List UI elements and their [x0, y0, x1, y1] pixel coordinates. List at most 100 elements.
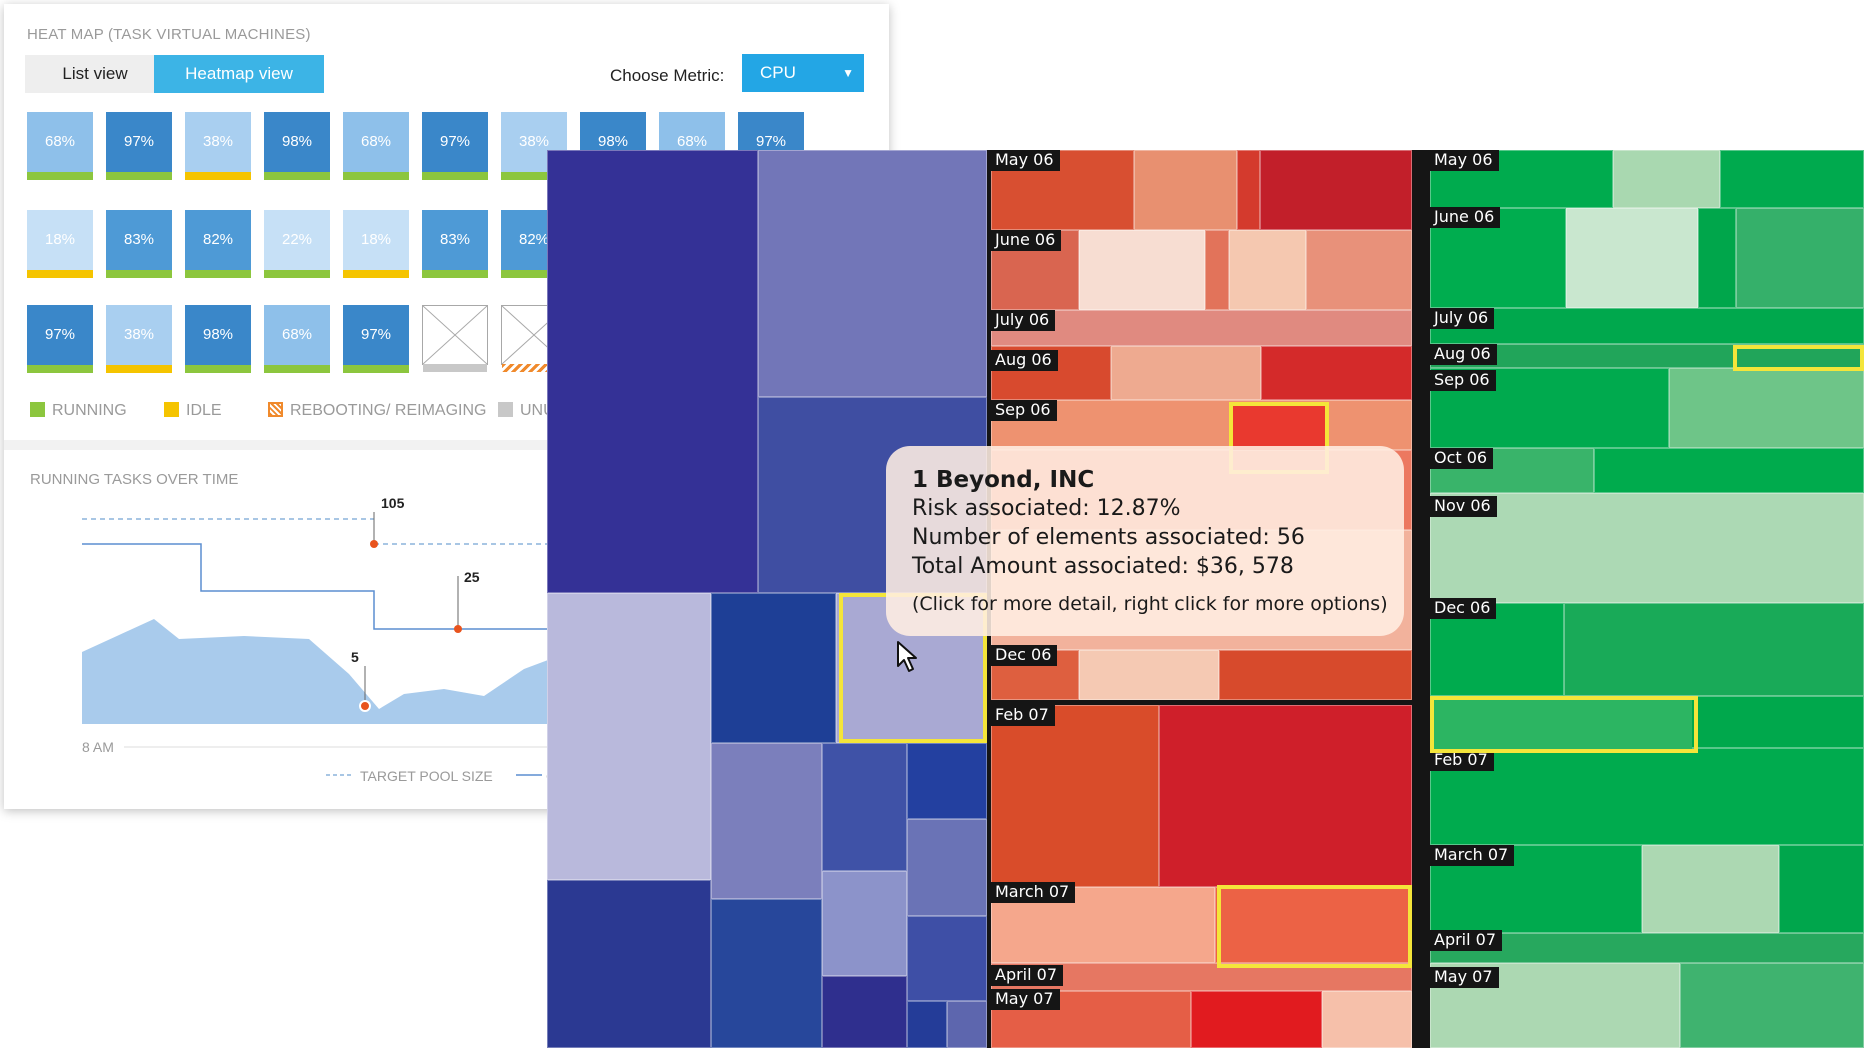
legend-rebooting: REBOOTING/ REIMAGING: [268, 402, 486, 420]
treemap-cell[interactable]: [1430, 493, 1864, 603]
treemap-cell[interactable]: [547, 880, 711, 1048]
vm-status-bar: [106, 172, 172, 180]
treemap-cell[interactable]: [1613, 150, 1720, 208]
treemap-cell[interactable]: [822, 743, 907, 871]
treemap-cell[interactable]: [1205, 230, 1229, 310]
treemap-cell[interactable]: [822, 976, 907, 1048]
vm-tile-value: 97%: [755, 133, 787, 150]
vm-tile[interactable]: 18%: [343, 210, 409, 278]
vm-tile[interactable]: 82%: [185, 210, 251, 278]
treemap-cell[interactable]: [1430, 448, 1594, 493]
vm-tile-value: 83%: [439, 231, 471, 248]
legend-unusable-label: UNU: [520, 402, 555, 419]
treemap-cell[interactable]: [1191, 991, 1322, 1048]
treemap-cell[interactable]: [1237, 150, 1260, 230]
treemap-cell[interactable]: [1079, 650, 1219, 700]
treemap-cell[interactable]: [1736, 208, 1864, 308]
treemap-cell[interactable]: [547, 593, 711, 880]
vm-tile[interactable]: 18%: [27, 210, 93, 278]
vm-tile[interactable]: 97%: [343, 305, 409, 373]
treemap-cell[interactable]: [1229, 230, 1306, 310]
vm-tile[interactable]: 22%: [264, 210, 330, 278]
vm-tile[interactable]: 98%: [185, 305, 251, 373]
treemap-cell[interactable]: [711, 593, 836, 743]
tooltip-hint: (Click for more detail, right click for …: [912, 593, 1388, 615]
metric-select[interactable]: CPU ▼: [742, 54, 864, 92]
treemap-cell[interactable]: [907, 743, 987, 819]
vm-tile[interactable]: 68%: [27, 112, 93, 180]
treemap-cell[interactable]: [1430, 748, 1864, 845]
list-view-button[interactable]: List view: [25, 55, 165, 93]
treemap-cell[interactable]: [907, 916, 987, 1001]
vm-tile[interactable]: [422, 305, 488, 372]
vm-tile[interactable]: 97%: [422, 112, 488, 180]
vm-tile-value: 83%: [123, 231, 155, 248]
vm-status-bar: [27, 270, 93, 278]
legend-running: RUNNING: [30, 402, 127, 420]
treemap-cell[interactable]: [1642, 845, 1779, 933]
vm-tile[interactable]: 83%: [422, 210, 488, 278]
treemap-cell[interactable]: [547, 150, 758, 593]
treemap-cell[interactable]: [1566, 208, 1698, 308]
treemap-cell[interactable]: [711, 743, 822, 899]
vm-status-bar: [27, 172, 93, 180]
heatmap-view-button[interactable]: Heatmap view: [154, 55, 324, 93]
caret-down-icon: ▼: [842, 66, 854, 80]
treemap-cell[interactable]: [991, 310, 1412, 346]
treemap-cell[interactable]: [1779, 845, 1864, 933]
treemap-cell[interactable]: [711, 899, 822, 1048]
treemap-cell[interactable]: [947, 1001, 987, 1048]
marker-dot-25: [454, 625, 462, 633]
treemap-cell[interactable]: [1219, 650, 1412, 700]
annotation-5: 5: [351, 649, 359, 665]
date-label: May 06: [1430, 150, 1499, 171]
vm-tile-value: 82%: [518, 231, 550, 248]
treemap-cell[interactable]: [1260, 150, 1412, 230]
treemap-cell[interactable]: [1594, 448, 1864, 493]
treemap-cell[interactable]: [1432, 698, 1692, 750]
treemap-cell[interactable]: [907, 1001, 947, 1048]
treemap-cell[interactable]: [1306, 230, 1412, 310]
treemap-cell[interactable]: [907, 819, 987, 916]
vm-tile[interactable]: 98%: [264, 112, 330, 180]
vm-status-bar: [264, 365, 330, 373]
vm-tile-value: 97%: [123, 133, 155, 150]
treemap-cell[interactable]: [1564, 603, 1864, 696]
vm-tile[interactable]: 97%: [106, 112, 172, 180]
idle-swatch: [164, 402, 179, 417]
legend-unusable: UNU: [498, 402, 555, 420]
vm-tile[interactable]: 68%: [343, 112, 409, 180]
treemap-cell[interactable]: [1261, 346, 1412, 400]
date-label: July 06: [1430, 308, 1495, 329]
treemap-cell[interactable]: [758, 150, 987, 397]
treemap-cell[interactable]: [1215, 887, 1412, 963]
treemap-cell[interactable]: [822, 871, 907, 976]
treemap-cell[interactable]: [1680, 963, 1864, 1048]
treemap-cell[interactable]: [1669, 368, 1864, 448]
running-tasks-chart: 105 25 5 8 AM: [82, 495, 564, 755]
treemap-cell[interactable]: [1159, 705, 1412, 887]
vm-tile[interactable]: 38%: [185, 112, 251, 180]
treemap-cell[interactable]: [1111, 346, 1261, 400]
vm-tile-value: 97%: [360, 326, 392, 343]
running-tasks-title: RUNNING TASKS OVER TIME: [30, 471, 239, 488]
marker-dot-5: [359, 700, 371, 712]
treemap-cell[interactable]: [1134, 150, 1237, 230]
vm-tile[interactable]: 38%: [106, 305, 172, 373]
legend-rebooting-label: REBOOTING/ REIMAGING: [290, 402, 487, 419]
treemap-tooltip: 1 Beyond, INC Risk associated: 12.87% Nu…: [886, 446, 1404, 636]
vm-status-bar: [501, 172, 567, 180]
section-divider: [4, 440, 889, 450]
vm-tile[interactable]: 68%: [264, 305, 330, 373]
vm-tile[interactable]: 83%: [106, 210, 172, 278]
treemap-cell[interactable]: [991, 705, 1159, 887]
treemap-cell[interactable]: [1430, 308, 1864, 344]
treemap-cell[interactable]: [1720, 150, 1864, 208]
vm-tile[interactable]: 97%: [27, 305, 93, 373]
vm-status-bar: [343, 365, 409, 373]
treemap-cell[interactable]: [1698, 208, 1736, 308]
treemap-cell[interactable]: [1322, 991, 1412, 1048]
date-label: July 06: [991, 310, 1056, 331]
treemap-cell[interactable]: [1079, 230, 1205, 310]
treemap-cell[interactable]: [1430, 933, 1864, 963]
